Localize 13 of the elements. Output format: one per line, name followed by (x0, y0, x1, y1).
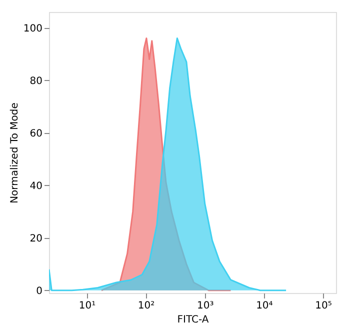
y-tick-label: 60 (30, 128, 42, 140)
y-tick-label: 80 (30, 76, 42, 87)
x-tick-label: 10³ (196, 300, 214, 312)
y-axis-title: Normalized To Mode (9, 102, 20, 204)
y-tick-label: 40 (30, 180, 42, 192)
x-tick-label: 10¹ (78, 300, 96, 312)
x-tick-label: 10² (138, 300, 155, 312)
x-tick-label: 10⁵ (315, 300, 332, 312)
x-tick-label: 10⁴ (256, 300, 273, 312)
y-tick-label: 0 (36, 286, 42, 297)
x-axis-title: FITC-A (177, 314, 209, 326)
y-tick-label: 20 (30, 233, 42, 244)
y-tick-label: 100 (23, 23, 42, 34)
